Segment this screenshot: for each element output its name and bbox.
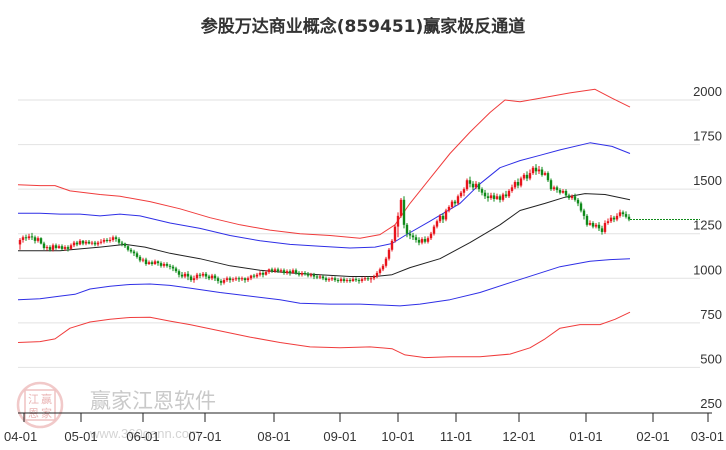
chart-title: 参股万达商业概念(859451)赢家极反通道 [200, 17, 526, 37]
y-tick-label: 1000 [693, 262, 722, 277]
y-tick-label: 500 [700, 351, 722, 366]
y-tick-label: 1750 [693, 129, 722, 144]
y-tick-label: 250 [700, 396, 722, 411]
x-tick-label: 08-01 [257, 429, 290, 444]
svg-text:赢: 赢 [41, 392, 52, 406]
x-tick-label: 09-01 [323, 429, 356, 444]
y-axis-labels: 2000 1750 1500 1250 1000 750 500 250 [693, 84, 722, 411]
y-tick-label: 1500 [693, 173, 722, 188]
grid-lines [18, 99, 700, 368]
y-tick-label: 1250 [693, 218, 722, 233]
x-tick-label: 06-01 [126, 429, 159, 444]
x-tick-label: 07-01 [188, 429, 221, 444]
watermark-url: www.360gann.com [89, 426, 200, 441]
band-inner_upper [18, 142, 631, 249]
band-outer_lower [17, 311, 631, 359]
x-tick-label: 05-01 [64, 429, 97, 444]
band-outer_upper [17, 88, 631, 239]
y-tick-label: 750 [700, 307, 722, 322]
x-tick-label: 02-01 [636, 429, 669, 444]
x-tick-label: 11-01 [440, 429, 472, 444]
x-tick-label: 03-01 [691, 429, 724, 444]
band-middle [18, 193, 631, 277]
watermark: 江 赢 恩 家 赢家江恩软件 www.360gann.com [16, 381, 216, 441]
y-tick-label: 2000 [693, 84, 722, 99]
x-axis: 04-01 05-01 06-01 07-01 08-01 09-01 10-01 11-01… [4, 412, 724, 444]
x-tick-label: 12-01 [502, 429, 535, 444]
svg-text:江: 江 [28, 393, 39, 406]
watermark-brand: 赢家江恩软件 [90, 389, 216, 413]
band-inner_lower [17, 258, 631, 307]
x-tick-label: 04-01 [4, 429, 37, 444]
x-tick-label: 10-01 [381, 429, 414, 444]
x-tick-label: 01-01 [569, 429, 602, 444]
candlesticks [18, 164, 631, 286]
channel-bands [17, 88, 631, 359]
